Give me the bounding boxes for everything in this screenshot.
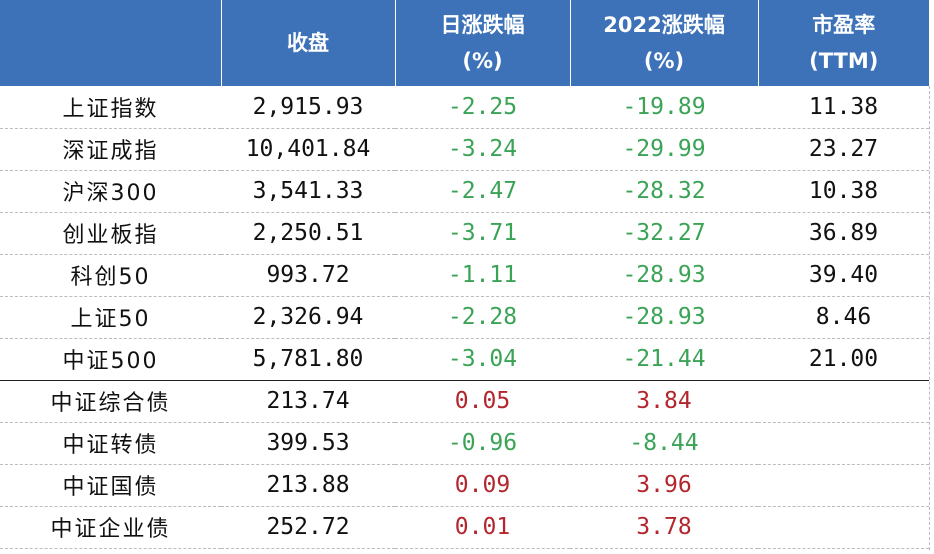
cell-daily: -2.28 [395,296,570,339]
cell-close: 5,781.80 [221,338,395,381]
cell-ytd: -28.32 [570,170,758,213]
cell-close: 252.72 [221,506,395,549]
table-row: 中证企业债 252.72 0.01 3.78 [0,506,929,549]
cell-close: 10,401.84 [221,128,395,171]
cell-name: 中证转债 [0,422,221,465]
cell-ytd: -29.99 [570,128,758,171]
cell-name: 中证500 [0,338,221,381]
cell-name: 上证50 [0,296,221,339]
header-ytd-change: 2022涨跌幅 (%) [570,0,759,86]
cell-daily: 0.05 [395,380,570,423]
header-daily-change: 日涨跌幅 (%) [395,0,571,86]
cell-close: 2,250.51 [221,212,395,255]
cell-ytd: -21.44 [570,338,758,381]
cell-ytd: 3.84 [570,380,758,423]
cell-close: 399.53 [221,422,395,465]
cell-name: 上证指数 [0,86,221,129]
cell-daily: 0.01 [395,506,570,549]
cell-pe: 8.46 [758,296,929,339]
header-pe-label: 市盈率 [812,13,876,37]
cell-ytd: 3.96 [570,464,758,507]
table-row: 沪深300 3,541.33 -2.47 -28.32 10.38 [0,170,929,213]
cell-daily: -0.96 [395,422,570,465]
table-row: 创业板指 2,250.51 -3.71 -32.27 36.89 [0,212,929,255]
cell-name: 中证企业债 [0,506,221,549]
table-row: 中证500 5,781.80 -3.04 -21.44 21.00 [0,338,929,381]
table-row: 中证转债 399.53 -0.96 -8.44 [0,422,929,465]
cell-name: 创业板指 [0,212,221,255]
cell-pe [758,506,929,549]
right-border [929,86,930,550]
cell-pe [758,464,929,507]
cell-pe: 21.00 [758,338,929,381]
cell-name: 沪深300 [0,170,221,213]
cell-daily: -2.47 [395,170,570,213]
header-row: 收盘 日涨跌幅 (%) 2022涨跌幅 (%) 市盈率 (TTM) [0,0,929,86]
cell-daily: -1.11 [395,254,570,297]
cell-close: 213.74 [221,380,395,423]
cell-name: 科创50 [0,254,221,297]
cell-close: 3,541.33 [221,170,395,213]
cell-daily: 0.09 [395,464,570,507]
cell-daily: -2.25 [395,86,570,129]
header-blank [0,0,222,86]
header-ytd-change-unit: (%) [643,49,685,73]
table-row: 深证成指 10,401.84 -3.24 -29.99 23.27 [0,128,929,171]
header-ytd-change-label: 2022涨跌幅 [603,13,725,37]
cell-ytd: -32.27 [570,212,758,255]
table-row: 中证国债 213.88 0.09 3.96 [0,464,929,507]
cell-daily: -3.24 [395,128,570,171]
header-daily-change-unit: (%) [462,49,503,73]
table-body: 上证指数 2,915.93 -2.25 -19.89 11.38 深证成指 10,401.8… [0,86,929,549]
table-row: 上证指数 2,915.93 -2.25 -19.89 11.38 [0,86,929,129]
cell-pe: 36.89 [758,212,929,255]
header-pe-unit: (TTM) [809,49,879,73]
header-close-label: 收盘 [287,31,329,55]
table-row: 科创50 993.72 -1.11 -28.93 39.40 [0,254,929,297]
cell-name: 中证综合债 [0,380,221,423]
cell-daily: -3.04 [395,338,570,381]
table-row: 中证综合债 213.74 0.05 3.84 [0,380,929,423]
cell-pe: 39.40 [758,254,929,297]
cell-close: 2,915.93 [221,86,395,129]
cell-pe: 23.27 [758,128,929,171]
cell-pe: 10.38 [758,170,929,213]
cell-pe [758,380,929,423]
cell-name: 深证成指 [0,128,221,171]
table-row: 上证50 2,326.94 -2.28 -28.93 8.46 [0,296,929,339]
cell-pe [758,422,929,465]
cell-ytd: -8.44 [570,422,758,465]
cell-close: 213.88 [221,464,395,507]
header-pe: 市盈率 (TTM) [758,0,929,86]
cell-name: 中证国债 [0,464,221,507]
header-close: 收盘 [221,0,396,86]
cell-ytd: -28.93 [570,296,758,339]
header-daily-change-label: 日涨跌幅 [440,13,525,37]
cell-daily: -3.71 [395,212,570,255]
cell-close: 2,326.94 [221,296,395,339]
cell-pe: 11.38 [758,86,929,129]
cell-ytd: -19.89 [570,86,758,129]
cell-ytd: -28.93 [570,254,758,297]
cell-close: 993.72 [221,254,395,297]
cell-ytd: 3.78 [570,506,758,549]
